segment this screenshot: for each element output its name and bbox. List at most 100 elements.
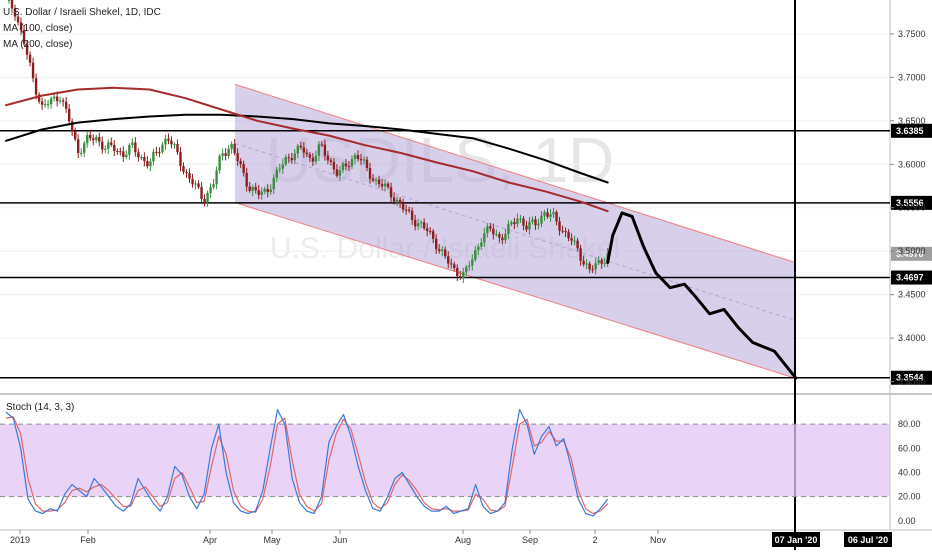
candle-body[interactable] bbox=[338, 170, 342, 176]
candle-body[interactable] bbox=[251, 186, 254, 191]
candle-body[interactable] bbox=[128, 145, 131, 155]
candle-body[interactable] bbox=[537, 223, 540, 226]
candle-body[interactable] bbox=[362, 159, 366, 161]
candle-body[interactable] bbox=[344, 163, 348, 167]
candle-body[interactable] bbox=[416, 223, 420, 227]
candle-body[interactable] bbox=[462, 272, 465, 278]
candle-body[interactable] bbox=[155, 151, 158, 153]
candle-body[interactable] bbox=[185, 171, 188, 174]
candle-body[interactable] bbox=[398, 199, 402, 204]
candle-body[interactable] bbox=[266, 188, 269, 193]
candle-body[interactable] bbox=[377, 179, 381, 185]
projection-line[interactable] bbox=[606, 211, 798, 380]
candle-body[interactable] bbox=[98, 137, 101, 142]
candle-body[interactable] bbox=[368, 168, 372, 179]
candle-body[interactable] bbox=[164, 138, 167, 145]
candle-body[interactable] bbox=[7, 0, 11, 1]
stochastic-oscillator[interactable]: 80.00 60.00 40.00 20.00 0.00 bbox=[0, 409, 921, 526]
candle-body[interactable] bbox=[428, 231, 432, 233]
candle-body[interactable] bbox=[570, 238, 573, 241]
candle-body[interactable] bbox=[486, 226, 489, 234]
candle-body[interactable] bbox=[323, 144, 327, 156]
legend-ma200[interactable]: MA (200, close) bbox=[3, 39, 72, 50]
candle-body[interactable] bbox=[221, 153, 224, 156]
candle-body[interactable] bbox=[137, 152, 140, 158]
candle-body[interactable] bbox=[576, 240, 579, 249]
candle-body[interactable] bbox=[450, 263, 453, 265]
candle-body[interactable] bbox=[206, 192, 209, 203]
candle-body[interactable] bbox=[107, 142, 110, 149]
candle-body[interactable] bbox=[58, 100, 62, 102]
candle-body[interactable] bbox=[573, 240, 576, 242]
candle-body[interactable] bbox=[603, 262, 606, 264]
candle-body[interactable] bbox=[218, 155, 221, 171]
candle-body[interactable] bbox=[46, 104, 50, 106]
candle-body[interactable] bbox=[31, 62, 35, 79]
candle-body[interactable] bbox=[441, 249, 444, 251]
candle-body[interactable] bbox=[10, 0, 14, 9]
candle-body[interactable] bbox=[585, 263, 588, 265]
candle-body[interactable] bbox=[389, 187, 393, 198]
candle-body[interactable] bbox=[471, 259, 474, 266]
candle-body[interactable] bbox=[104, 148, 107, 150]
candle-body[interactable] bbox=[224, 153, 227, 156]
candle-body[interactable] bbox=[438, 249, 441, 251]
candle-body[interactable] bbox=[170, 140, 173, 145]
candle-body[interactable] bbox=[212, 184, 215, 188]
candle-body[interactable] bbox=[597, 260, 600, 264]
candle-body[interactable] bbox=[534, 219, 537, 226]
candle-body[interactable] bbox=[383, 183, 387, 187]
candle-body[interactable] bbox=[149, 161, 152, 167]
candle-body[interactable] bbox=[281, 164, 284, 169]
candle-body[interactable] bbox=[308, 154, 312, 158]
candle-body[interactable] bbox=[353, 155, 357, 160]
candle-body[interactable] bbox=[380, 184, 384, 187]
candle-body[interactable] bbox=[64, 101, 68, 109]
candle-body[interactable] bbox=[167, 138, 170, 141]
candle-body[interactable] bbox=[269, 189, 272, 193]
candle-body[interactable] bbox=[483, 233, 486, 243]
candle-body[interactable] bbox=[350, 159, 354, 167]
candlesticks[interactable] bbox=[7, 0, 609, 283]
candle-body[interactable] bbox=[296, 145, 300, 154]
candle-body[interactable] bbox=[410, 210, 414, 220]
candle-body[interactable] bbox=[540, 215, 543, 224]
candle-body[interactable] bbox=[419, 222, 423, 224]
candle-body[interactable] bbox=[311, 157, 315, 162]
candle-body[interactable] bbox=[305, 152, 309, 155]
candle-body[interactable] bbox=[447, 256, 450, 264]
candle-body[interactable] bbox=[34, 78, 38, 95]
ma200-line[interactable] bbox=[5, 113, 609, 184]
candle-body[interactable] bbox=[335, 169, 339, 176]
candle-body[interactable] bbox=[431, 231, 435, 239]
candle-body[interactable] bbox=[320, 144, 324, 146]
candle-body[interactable] bbox=[152, 151, 155, 162]
channel-upper-line[interactable] bbox=[234, 83, 796, 263]
candle-body[interactable] bbox=[233, 143, 236, 154]
candle-body[interactable] bbox=[80, 152, 83, 154]
candle-body[interactable] bbox=[158, 152, 161, 154]
stoch-k-line[interactable] bbox=[5, 409, 609, 517]
candle-body[interactable] bbox=[329, 160, 333, 162]
candle-body[interactable] bbox=[257, 190, 260, 195]
candle-body[interactable] bbox=[543, 212, 546, 216]
candle-body[interactable] bbox=[176, 143, 179, 153]
candle-body[interactable] bbox=[326, 155, 330, 161]
candle-body[interactable] bbox=[332, 161, 336, 170]
candle-body[interactable] bbox=[73, 130, 77, 140]
candle-body[interactable] bbox=[516, 218, 519, 225]
candle-body[interactable] bbox=[28, 54, 32, 63]
candle-body[interactable] bbox=[263, 188, 266, 192]
candle-body[interactable] bbox=[272, 177, 275, 190]
candle-body[interactable] bbox=[519, 218, 522, 220]
candle-body[interactable] bbox=[197, 183, 200, 188]
candle-body[interactable] bbox=[122, 151, 125, 157]
candle-body[interactable] bbox=[591, 269, 594, 271]
candle-body[interactable] bbox=[317, 144, 321, 156]
candle-body[interactable] bbox=[19, 22, 23, 31]
projection-path[interactable] bbox=[606, 211, 798, 380]
candle-body[interactable] bbox=[191, 178, 194, 185]
candle-body[interactable] bbox=[546, 212, 549, 217]
